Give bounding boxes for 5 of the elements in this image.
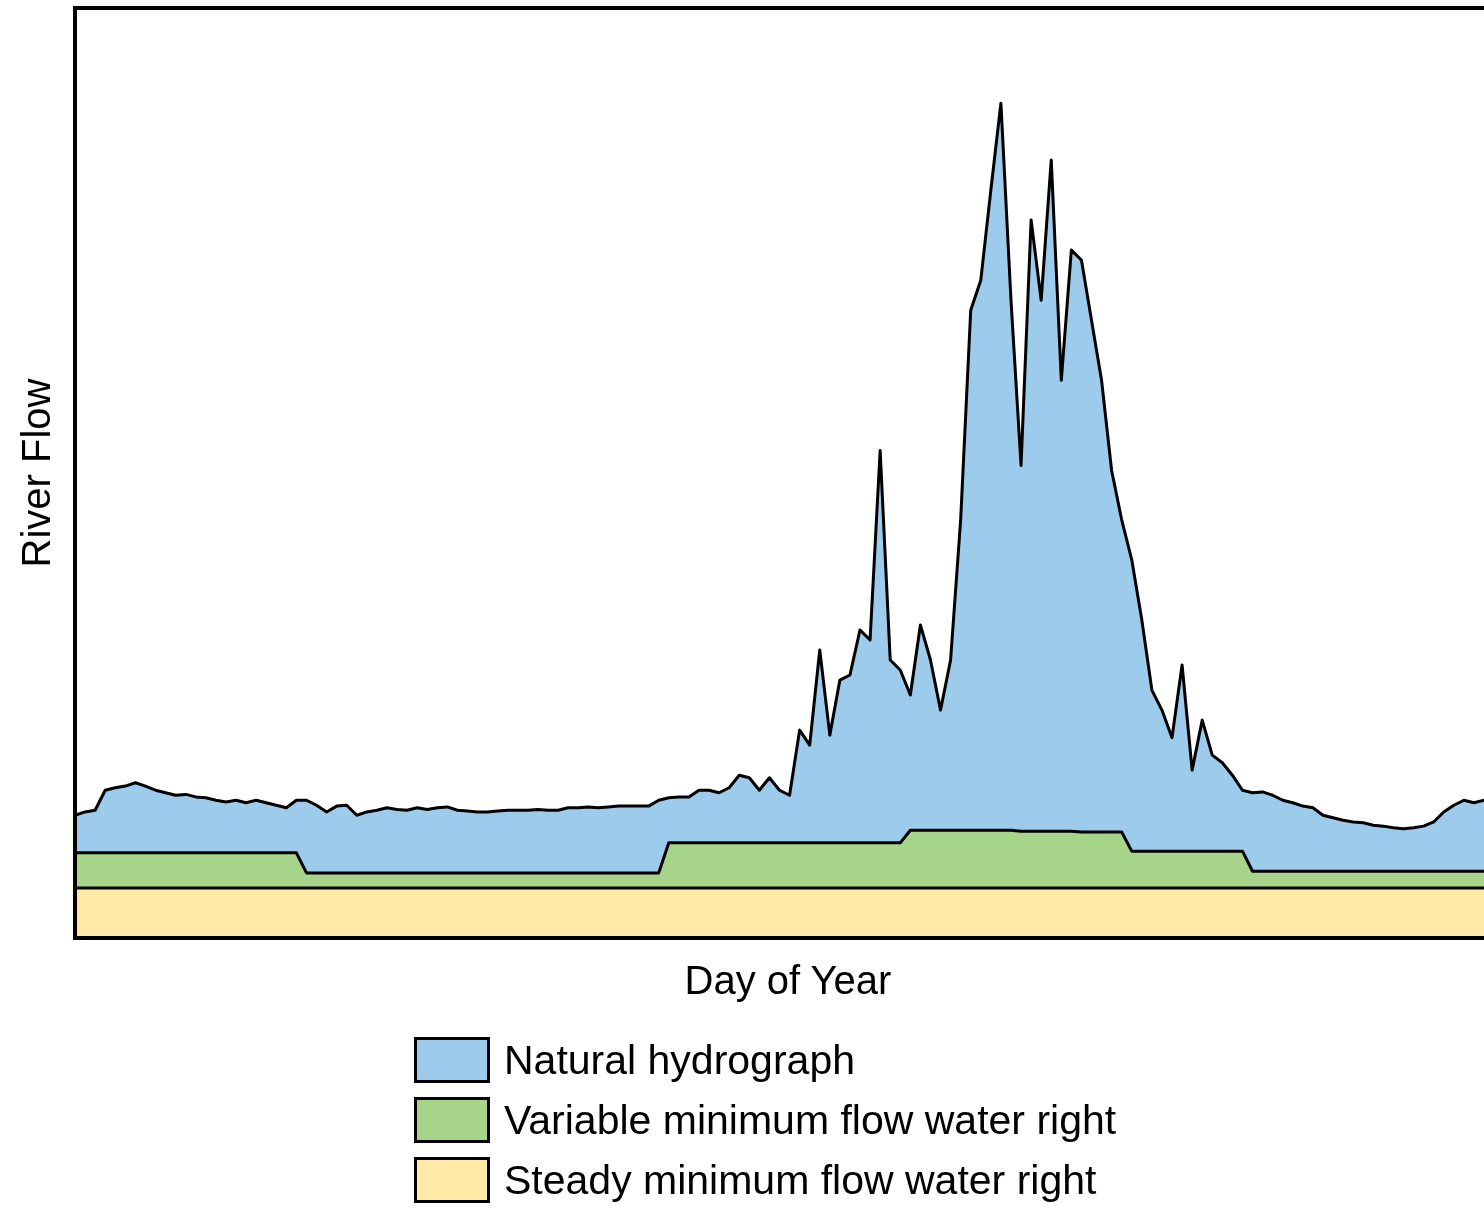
legend-label: Steady minimum flow water right <box>504 1156 1097 1204</box>
legend-label: Natural hydrograph <box>504 1036 855 1084</box>
x-axis-title: Day of Year <box>684 957 892 1003</box>
legend-label: Variable minimum flow water right <box>504 1096 1117 1144</box>
y-axis-title: River Flow <box>13 378 59 568</box>
